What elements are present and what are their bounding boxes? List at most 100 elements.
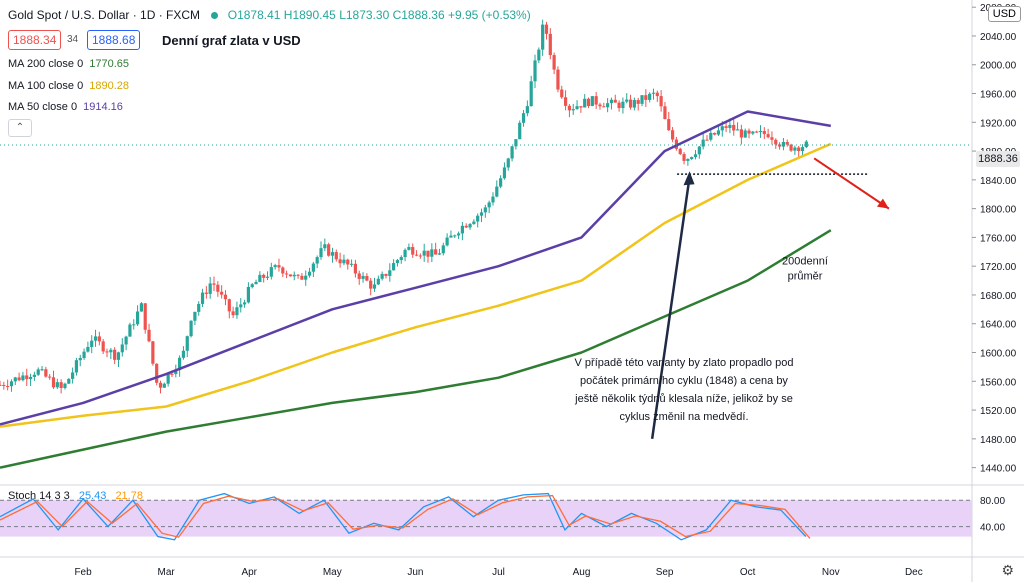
settings-gear-icon[interactable]: ⚙ <box>1001 562 1014 578</box>
candle-body <box>116 352 121 360</box>
candle-body <box>770 137 774 140</box>
candle-body <box>342 259 346 264</box>
candle-body <box>197 303 201 312</box>
candle-body <box>800 147 805 152</box>
candle-body <box>747 130 751 134</box>
collapse-legend-button[interactable]: ⌃ <box>8 119 32 137</box>
candle-body <box>621 101 625 109</box>
candle-body <box>246 286 250 303</box>
candle-body <box>48 376 52 378</box>
candle-body <box>529 81 533 107</box>
candle-body <box>563 97 568 106</box>
candle-body <box>162 383 166 388</box>
ohlc-open: O1878.41 <box>227 8 281 22</box>
candle-body <box>21 375 25 381</box>
time-tick-label: Mar <box>158 567 176 578</box>
candle-body <box>476 215 480 222</box>
candle-body <box>277 265 281 268</box>
sell-price-button[interactable]: 1888.34 <box>8 30 62 50</box>
price-tick-label: 2000.00 <box>980 61 1017 72</box>
candle-body <box>327 244 331 256</box>
price-tick-label: 1480.00 <box>980 435 1017 446</box>
candle-body <box>705 139 709 141</box>
candle-body <box>606 103 610 108</box>
candle-body <box>178 357 182 371</box>
candle-body <box>349 263 354 265</box>
price-tick-label: 1960.00 <box>980 90 1017 101</box>
candle-body <box>743 130 747 138</box>
currency-button[interactable]: USD <box>987 6 1021 22</box>
buy-price-button[interactable]: 1888.68 <box>87 30 141 50</box>
candle-body <box>185 336 189 351</box>
candle-body <box>670 130 675 140</box>
candle-body <box>403 249 407 258</box>
stoch-legend[interactable]: Stoch 14 3 3 25.43 21.78 <box>8 490 143 502</box>
candle-body <box>514 139 518 147</box>
candle-body <box>456 233 461 236</box>
price-tick-label: 1680.00 <box>980 291 1017 302</box>
ma-line-ma100 <box>0 142 832 428</box>
candle-body <box>235 307 239 316</box>
candle-body <box>537 49 541 61</box>
ohlc-high: H1890.45 <box>283 8 336 22</box>
candle-body <box>533 60 537 82</box>
candle-body <box>709 132 713 140</box>
candle-body <box>804 141 808 148</box>
stoch-band <box>0 500 972 537</box>
time-tick-label: Oct <box>740 567 756 578</box>
candle-body <box>735 129 740 131</box>
candle-body <box>499 178 503 187</box>
candle-body <box>407 247 411 250</box>
candle-body <box>132 324 136 326</box>
candle-body <box>212 283 216 285</box>
candle-body <box>613 99 617 103</box>
candle-body <box>793 147 797 151</box>
candle-body <box>258 274 262 282</box>
candle-body <box>491 196 495 203</box>
candle-body <box>395 260 400 264</box>
candle-body <box>586 98 591 107</box>
forecast-arrow <box>813 157 890 210</box>
ma-line-ma200 <box>0 229 832 469</box>
time-tick-label: Feb <box>74 567 92 578</box>
symbol-label[interactable]: Gold Spot / U.S. Dollar · 1D · FXCM <box>8 8 201 22</box>
candle-body <box>151 341 155 364</box>
candle-body <box>311 263 315 272</box>
candle-body <box>170 373 174 375</box>
ma50-legend[interactable]: MA 50 close 0 1914.16 <box>8 101 123 113</box>
ma100-legend[interactable]: MA 100 close 0 1890.28 <box>8 80 129 92</box>
candle-body <box>739 129 743 138</box>
candle-body <box>369 280 373 289</box>
price-tick-label: 1920.00 <box>980 118 1017 129</box>
ma200-legend[interactable]: MA 200 close 0 1770.65 <box>8 58 129 70</box>
candle-body <box>644 95 648 100</box>
price-tick-label: 1440.00 <box>980 464 1017 475</box>
candle-body <box>113 349 117 360</box>
time-tick-label: Aug <box>573 567 591 578</box>
candle-body <box>583 98 587 108</box>
candle-body <box>628 99 633 108</box>
price-tick-label: 1720.00 <box>980 262 1017 273</box>
candle-body <box>579 106 583 108</box>
candle-body <box>189 320 193 337</box>
candle-body <box>781 141 786 147</box>
stoch-level-label: 40.00 <box>980 523 1005 534</box>
candle-body <box>544 24 549 34</box>
candle-body <box>445 237 449 246</box>
candle-body <box>525 106 529 114</box>
candle-body <box>155 363 159 383</box>
candle-body <box>755 131 759 133</box>
candle-body <box>632 100 636 108</box>
candle-body <box>262 274 266 278</box>
candle-body <box>0 384 2 386</box>
candle-body <box>59 382 63 388</box>
candle-body <box>353 263 358 274</box>
ohlc-change: +9.95 (+0.53%) <box>447 8 531 22</box>
candle-body <box>571 109 575 111</box>
candle-body <box>55 382 59 388</box>
spread-label: 34 <box>67 34 79 45</box>
candle-body <box>602 106 606 108</box>
candle-body <box>338 259 342 264</box>
candle-body <box>105 351 109 353</box>
